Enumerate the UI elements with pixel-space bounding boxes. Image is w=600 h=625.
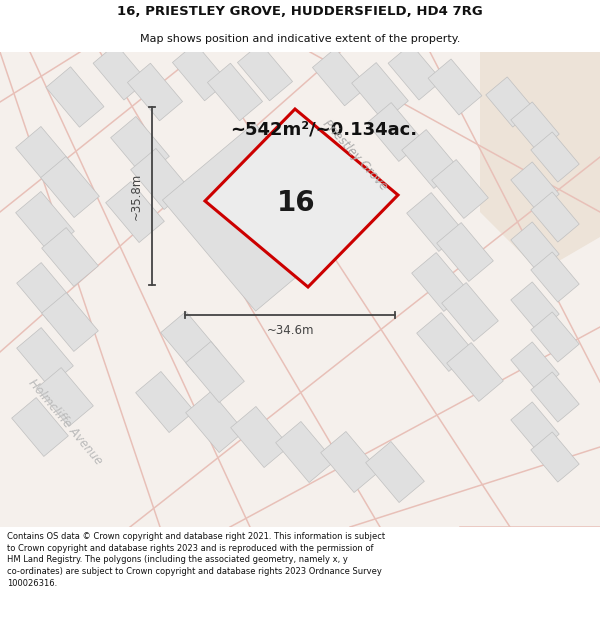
Polygon shape [446, 342, 503, 401]
Polygon shape [388, 44, 442, 100]
Text: Priestley Grove: Priestley Grove [320, 118, 390, 192]
Polygon shape [185, 391, 244, 452]
Polygon shape [412, 253, 469, 311]
Polygon shape [41, 156, 100, 218]
Polygon shape [127, 63, 182, 121]
Text: ~542m²/~0.134ac.: ~542m²/~0.134ac. [230, 120, 417, 138]
Polygon shape [230, 406, 289, 468]
Polygon shape [131, 149, 190, 209]
Polygon shape [511, 282, 559, 332]
Polygon shape [16, 191, 74, 253]
Polygon shape [11, 398, 68, 456]
Polygon shape [320, 431, 379, 492]
Polygon shape [185, 341, 244, 402]
Polygon shape [428, 59, 482, 115]
Polygon shape [511, 162, 559, 212]
Polygon shape [401, 129, 458, 188]
Text: 16, PRIESTLEY GROVE, HUDDERSFIELD, HD4 7RG: 16, PRIESTLEY GROVE, HUDDERSFIELD, HD4 7… [117, 5, 483, 18]
Polygon shape [106, 181, 164, 243]
Polygon shape [437, 222, 493, 281]
Polygon shape [93, 44, 147, 100]
Polygon shape [511, 222, 559, 272]
Polygon shape [37, 368, 94, 426]
Polygon shape [161, 311, 220, 372]
Polygon shape [531, 252, 579, 302]
Polygon shape [110, 116, 169, 178]
Polygon shape [511, 402, 559, 452]
Polygon shape [531, 312, 579, 362]
Text: 16: 16 [277, 189, 316, 217]
Polygon shape [208, 63, 263, 121]
Polygon shape [352, 62, 409, 121]
Polygon shape [407, 192, 463, 251]
Polygon shape [205, 109, 398, 287]
Polygon shape [172, 43, 227, 101]
Polygon shape [17, 328, 73, 386]
Polygon shape [531, 192, 579, 242]
Text: ~35.8m: ~35.8m [130, 173, 143, 219]
Text: ~34.6m: ~34.6m [266, 324, 314, 338]
Polygon shape [313, 48, 368, 106]
Polygon shape [17, 262, 73, 321]
Polygon shape [531, 132, 579, 182]
Polygon shape [275, 421, 334, 482]
Polygon shape [46, 67, 104, 128]
Polygon shape [480, 52, 600, 272]
Polygon shape [16, 126, 74, 188]
Polygon shape [486, 77, 534, 127]
Polygon shape [531, 372, 579, 422]
Polygon shape [41, 292, 98, 351]
Text: Holmcliffe Avenue: Holmcliffe Avenue [25, 377, 104, 468]
Text: Map shows position and indicative extent of the property.: Map shows position and indicative extent… [140, 34, 460, 44]
Polygon shape [367, 102, 424, 161]
Polygon shape [442, 282, 499, 341]
Polygon shape [511, 342, 559, 392]
Polygon shape [365, 441, 424, 503]
Polygon shape [416, 312, 473, 371]
Polygon shape [136, 371, 194, 432]
Polygon shape [238, 43, 293, 101]
Polygon shape [41, 228, 98, 286]
Polygon shape [431, 159, 488, 218]
Polygon shape [163, 123, 347, 311]
Polygon shape [511, 102, 559, 152]
Text: Contains OS data © Crown copyright and database right 2021. This information is : Contains OS data © Crown copyright and d… [7, 532, 385, 588]
Polygon shape [531, 432, 579, 482]
